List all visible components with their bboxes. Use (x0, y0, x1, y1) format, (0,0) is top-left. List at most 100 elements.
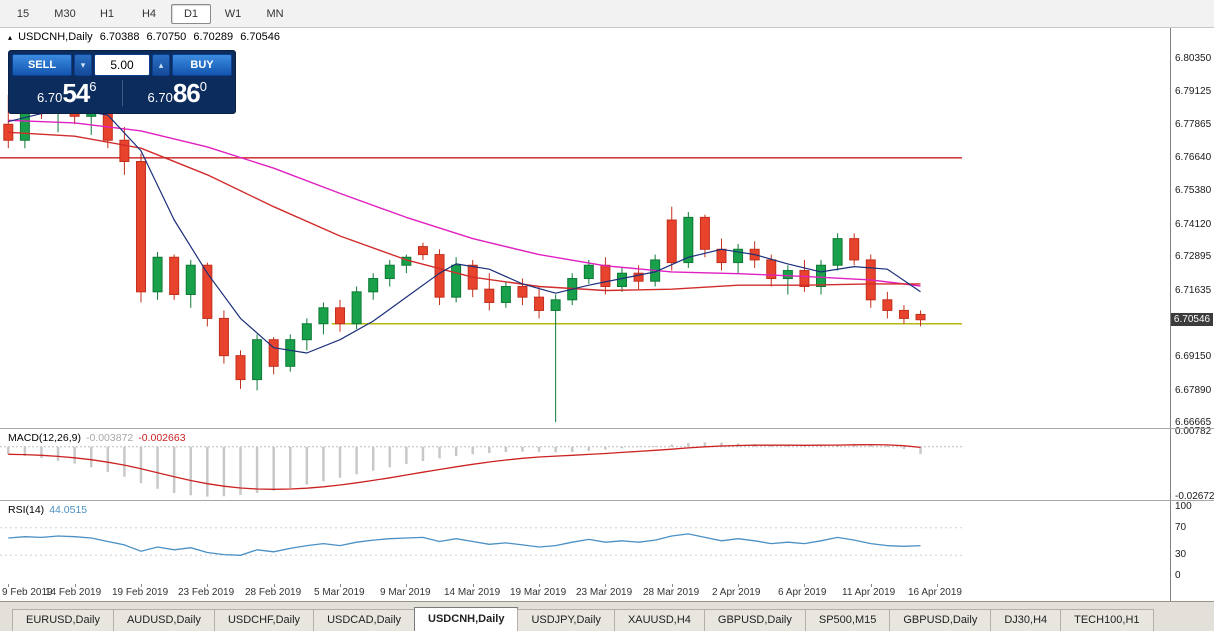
date-tick (804, 584, 805, 587)
price-axis-label: 6.80350 (1175, 53, 1212, 65)
date-label: 16 Apr 2019 (908, 587, 962, 598)
rsi-value: 44.0515 (49, 504, 88, 516)
date-tick (406, 584, 407, 587)
timeframe-h1[interactable]: H1 (99, 7, 115, 20)
timeframe-w1[interactable]: W1 (224, 7, 242, 20)
macd-signal-line (8, 444, 921, 490)
date-tick (141, 584, 142, 587)
ohlc-close: 6.70546 (240, 31, 280, 43)
timeframe-m30[interactable]: M30 (54, 7, 76, 20)
date-label: 5 Mar 2019 (314, 587, 365, 598)
chart-tab-tech100-h1[interactable]: TECH100,H1 (1060, 609, 1154, 631)
rsi-name: RSI(14) (8, 504, 45, 516)
price-axis-label: 6.67890 (1175, 384, 1212, 396)
rsi-axis-label: 70 (1175, 521, 1187, 533)
date-tick (672, 584, 673, 587)
macd-name: MACD(12,26,9) (8, 432, 81, 444)
chart-tab-xauusd-h4[interactable]: XAUUSD,H4 (613, 609, 705, 631)
timeframe-15[interactable]: 15 (16, 7, 30, 20)
macd-value: -0.003872 (85, 432, 134, 444)
volume-input[interactable]: 5.00 (94, 54, 150, 76)
date-label: 23 Feb 2019 (178, 587, 235, 598)
date-label: 14 Feb 2019 (45, 587, 102, 598)
chart-tab-usdchf-daily[interactable]: USDCHF,Daily (213, 609, 315, 631)
price-axis-label: 6.69150 (1175, 350, 1212, 362)
price-divider (121, 80, 123, 106)
ma-mid-line (8, 131, 921, 292)
macd-histogram (7, 442, 922, 497)
price-axis-label: 6.76640 (1175, 151, 1212, 163)
ask-pipette: 0 (199, 78, 207, 94)
rsi-label: RSI(14) 44.0515 (8, 504, 87, 516)
chart-surface[interactable] (0, 28, 1170, 601)
candlestick-series (3, 95, 926, 423)
price-axis-label: 6.66665 (1175, 417, 1212, 429)
chart-tab-gbpusd-daily[interactable]: GBPUSD,Daily (703, 609, 806, 631)
date-tick (871, 584, 872, 587)
macd-axis-label: -0.02672 (1175, 490, 1214, 502)
current-price-tag: 6.70546 (1171, 312, 1213, 326)
ohlc-open: 6.70388 (99, 31, 140, 43)
date-tick (473, 584, 474, 587)
price-axis-label: 6.79125 (1175, 85, 1212, 97)
ask-prefix: 6.70 (147, 89, 173, 105)
chart-tab-dj30-h4[interactable]: DJ30,H4 (990, 609, 1062, 631)
ask-price: 6.70860 (123, 78, 233, 109)
macd-signal-value: -0.002663 (138, 432, 186, 444)
date-axis[interactable]: 9 Feb 2019 14 Feb 2019 19 Feb 2019 23 Feb 2… (0, 584, 1170, 601)
bid-big-digits: 54 (62, 77, 90, 108)
ask-big-digits: 86 (172, 77, 201, 108)
date-label: 19 Feb 2019 (112, 587, 169, 598)
timeframe-toolbar: 15 M30 H1 H4 D1 W1 MN (0, 0, 1214, 28)
ma-fast-line (8, 108, 921, 354)
date-label: 9 Feb 2019 (2, 587, 53, 598)
date-tick (605, 584, 606, 587)
price-axis-label: 6.74120 (1175, 218, 1212, 230)
chart-tab-audusd-daily[interactable]: AUDUSD,Daily (112, 609, 215, 631)
date-label: 28 Mar 2019 (643, 587, 700, 598)
date-label: 14 Mar 2019 (444, 587, 501, 598)
price-axis-label: 6.72895 (1175, 251, 1212, 263)
sell-button[interactable]: SELL (12, 54, 72, 76)
ohlc-low: 6.70289 (193, 31, 234, 43)
rsi-panel-separator[interactable] (0, 500, 1214, 501)
timeframe-d1[interactable]: D1 (171, 3, 211, 24)
chart-tab-sp500-m15[interactable]: SP500,M15 (804, 609, 891, 631)
date-label: 28 Feb 2019 (245, 587, 302, 598)
rsi-axis-label: 100 (1175, 501, 1192, 512)
timeframe-h4[interactable]: H4 (141, 7, 157, 20)
macd-indicator-chart[interactable] (0, 430, 1170, 500)
rsi-indicator-chart[interactable] (0, 502, 1170, 583)
chart-symbol-label: USDCNH,Daily (18, 31, 93, 43)
chart-tab-usdcad-daily[interactable]: USDCAD,Daily (313, 609, 416, 631)
candlestick-chart[interactable] (0, 28, 1170, 428)
chart-tab-eurusd-daily[interactable]: EURUSD,Daily (12, 609, 114, 631)
one-click-trading-panel: SELL ▾ 5.00 ▴ BUY 6.70546 6.70860 (8, 50, 236, 114)
volume-increase-button[interactable]: ▴ (152, 54, 170, 76)
date-tick (207, 584, 208, 587)
bid-pipette: 6 (89, 78, 97, 94)
macd-axis-label: 0.00782 (1175, 426, 1212, 438)
collapse-triangle-icon[interactable]: ▴ (8, 33, 13, 42)
date-label: 2 Apr 2019 (712, 587, 761, 598)
timeframe-mn[interactable]: MN (266, 7, 284, 20)
date-label: 9 Mar 2019 (380, 587, 431, 598)
date-tick (75, 584, 76, 587)
buy-button[interactable]: BUY (172, 54, 232, 76)
rsi-line (8, 533, 921, 556)
chart-tab-usdcnh-daily[interactable]: USDCNH,Daily (414, 607, 519, 631)
chart-header: ▴ USDCNH,Daily 6.70388 6.70750 6.70289 6… (8, 31, 284, 43)
price-axis-label: 6.71635 (1175, 284, 1212, 296)
date-tick (937, 584, 938, 587)
chart-tab-usdjpy-daily[interactable]: USDJPY,Daily (517, 609, 615, 631)
date-tick (738, 584, 739, 587)
rsi-axis-label: 30 (1175, 549, 1187, 561)
bid-price: 6.70546 (12, 78, 122, 109)
ohlc-high: 6.70750 (146, 31, 187, 43)
macd-panel-separator[interactable] (0, 428, 1214, 429)
volume-decrease-button[interactable]: ▾ (74, 54, 92, 76)
chart-tab-gbpusd-daily[interactable]: GBPUSD,Daily (889, 609, 992, 631)
date-tick (274, 584, 275, 587)
date-tick (340, 584, 341, 587)
date-label: 19 Mar 2019 (510, 587, 567, 598)
